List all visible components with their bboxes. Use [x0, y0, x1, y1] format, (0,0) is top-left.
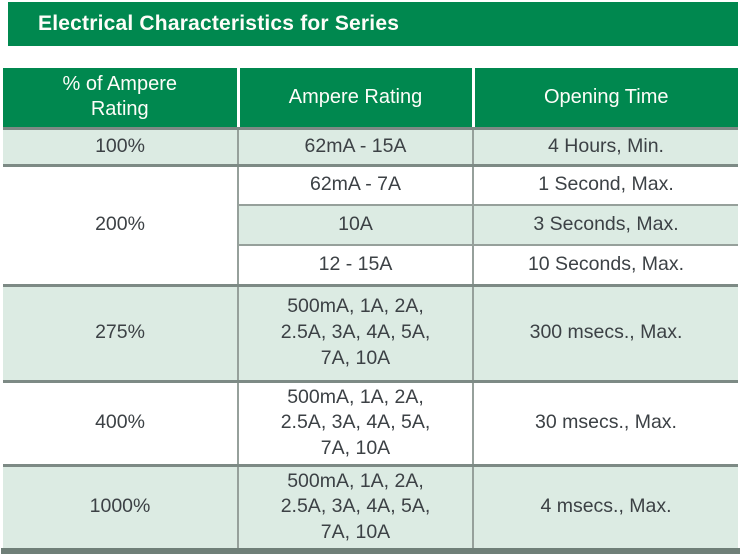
- ampere-rating-cell: 62mA - 7A: [237, 163, 473, 205]
- electrical-characteristics-table: % of Ampere Rating Ampere Rating Opening…: [3, 68, 738, 548]
- rating-cell: 1000%: [3, 463, 238, 548]
- page-title: Electrical Characteristics for Series: [38, 12, 400, 35]
- rating-cell: 200%: [3, 163, 238, 285]
- opening-time-cell: 3 Seconds, Max.: [472, 204, 738, 245]
- rating-cell: 275%: [3, 283, 238, 381]
- opening-time-cell: 300 msecs., Max.: [472, 283, 738, 381]
- opening-time-cell: 30 msecs., Max.: [472, 379, 738, 466]
- rating-cell: 400%: [3, 379, 238, 466]
- column-header-opening-time: Opening Time: [471, 68, 738, 130]
- opening-time-cell: 4 Hours, Min.: [472, 128, 738, 165]
- table-row: 275% 500mA, 1A, 2A, 2.5A, 3A, 4A, 5A, 7A,…: [3, 283, 738, 381]
- table-row: 200% 62mA - 7A 1 Second, Max.: [3, 163, 738, 285]
- table-row: 12 - 15A 10 Seconds, Max.: [3, 244, 738, 285]
- opening-time-cell: 1 Second, Max.: [472, 163, 738, 205]
- title-bar: Electrical Characteristics for Series: [8, 2, 738, 46]
- opening-time-cell: 10 Seconds, Max.: [472, 244, 738, 285]
- ampere-rating-cell: 500mA, 1A, 2A, 2.5A, 3A, 4A, 5A, 7A, 10A: [237, 379, 473, 466]
- ampere-rating-cell: 12 - 15A: [237, 244, 473, 285]
- column-header-percent-of-ampere-rating: % of Ampere Rating: [3, 68, 238, 130]
- table-row: 400% 500mA, 1A, 2A, 2.5A, 3A, 4A, 5A, 7A,…: [3, 379, 738, 466]
- table-header: % of Ampere Rating Ampere Rating Opening…: [3, 68, 738, 130]
- table-row: 1000% 500mA, 1A, 2A, 2.5A, 3A, 4A, 5A, 7A…: [3, 463, 738, 548]
- opening-time-cell: 4 msecs., Max.: [472, 463, 738, 548]
- ampere-rating-cell: 10A: [237, 204, 473, 245]
- column-header-ampere-rating: Ampere Rating: [236, 68, 473, 130]
- ampere-rating-cell: 500mA, 1A, 2A, 2.5A, 3A, 4A, 5A, 7A, 10A: [237, 463, 473, 548]
- ampere-rating-cell: 500mA, 1A, 2A, 2.5A, 3A, 4A, 5A, 7A, 10A: [237, 283, 473, 381]
- ampere-rating-cell: 62mA - 15A: [237, 128, 473, 165]
- rating-cell: 100%: [3, 128, 238, 165]
- table-row: 10A 3 Seconds, Max.: [3, 204, 738, 245]
- table-row: 100% 62mA - 15A 4 Hours, Min.: [3, 128, 738, 165]
- header-row: % of Ampere Rating Ampere Rating Opening…: [3, 68, 738, 130]
- table-bottom-bar: [1, 547, 740, 554]
- table-body: 100% 62mA - 15A 4 Hours, Min. 200% 62mA - 7A…: [3, 128, 738, 548]
